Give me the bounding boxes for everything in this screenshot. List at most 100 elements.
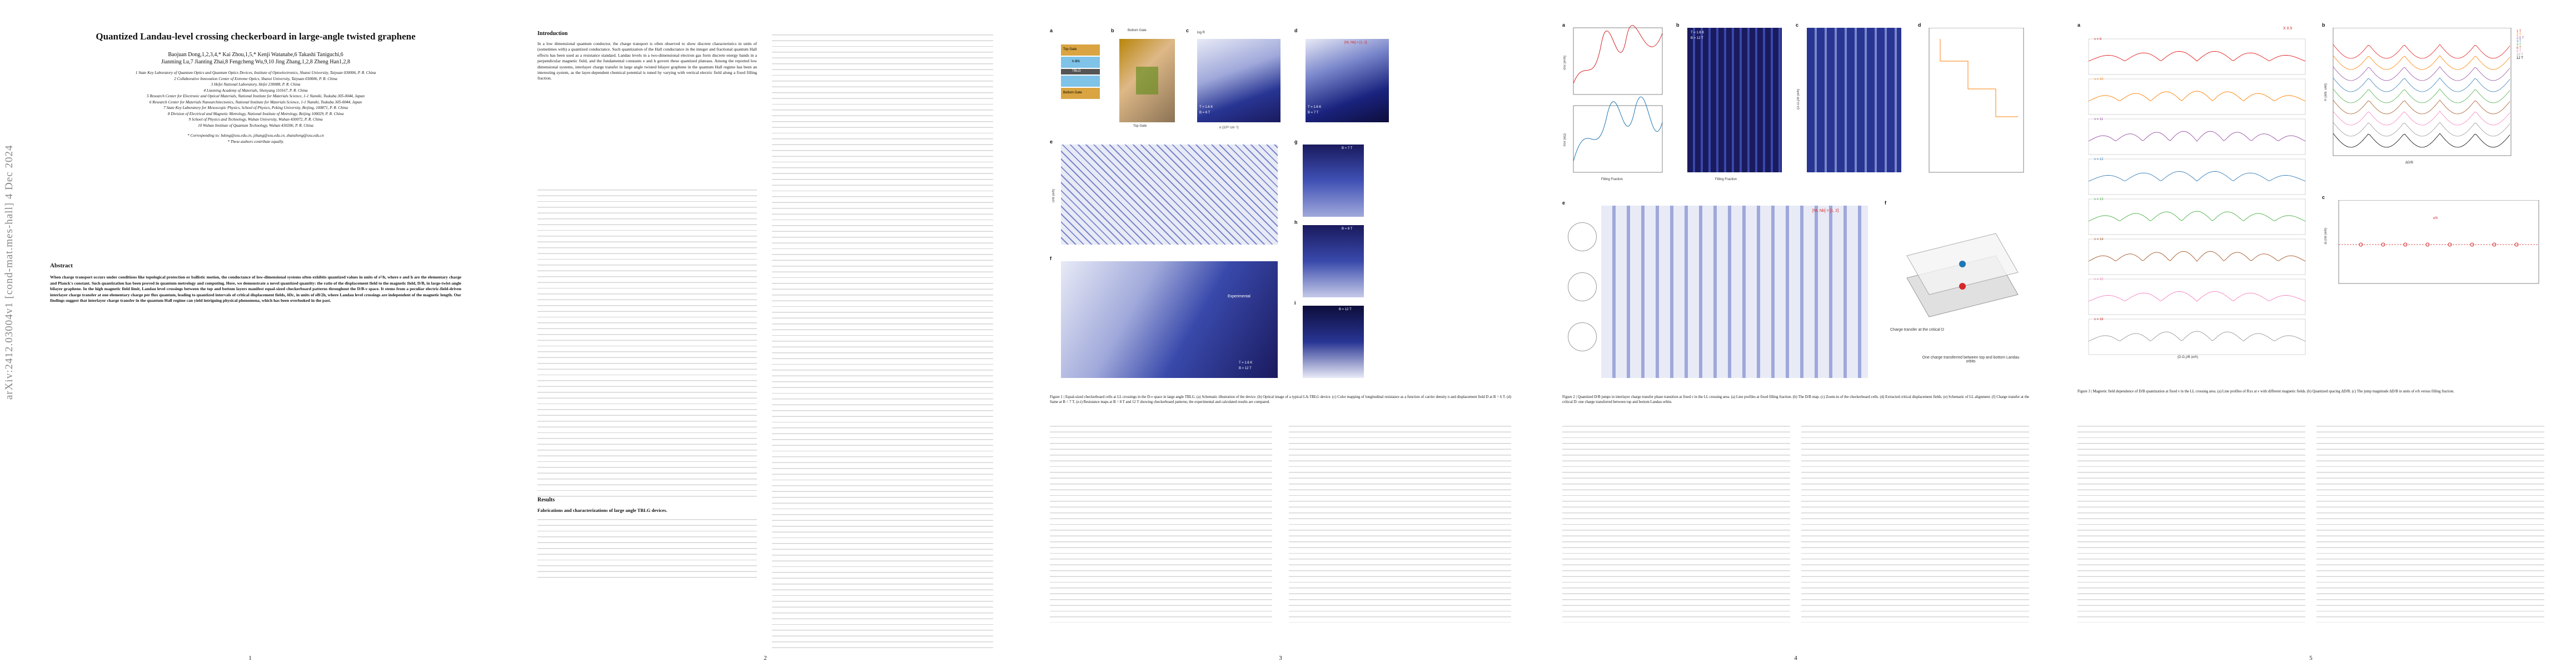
page-number: 4 — [1794, 655, 1797, 661]
field-curve — [2333, 55, 2510, 70]
fig2-panel-a: a Filling Fraction σxx (e²/h) Rxx (kΩ) — [1562, 22, 1668, 189]
affiliation: 5 Research Center for Electronic and Opt… — [147, 94, 365, 98]
right-column-text — [772, 31, 993, 648]
figure-3: a (D-D₀)/B (e/h) X 0.5 ν = 8 ν = 10 ν = … — [2077, 22, 2544, 378]
trace-line — [2088, 91, 2306, 102]
body-text-lines — [537, 186, 757, 497]
authors-line-2: Jianming Lu,7 Jianting Zhai,8 Fengcheng … — [161, 59, 350, 65]
body-text-lines — [537, 515, 757, 583]
trace-frame — [2088, 278, 2306, 315]
trace-frame — [2088, 78, 2306, 115]
fig1-panel-g: g B = 7 T h B = 8 T i B = 12 T — [1294, 139, 1367, 384]
trace-line — [2088, 51, 2306, 62]
body-text-lines — [1050, 422, 1272, 623]
fig1-panel-b: b Bottom Gate Top Gate — [1111, 28, 1178, 133]
db-map: T = 1.6 K B = 12 T — [1687, 28, 1782, 172]
affiliation: 9 School of Physics and Technology, Wuha… — [188, 117, 323, 122]
field-curve — [2333, 111, 2510, 126]
line-plot — [1573, 25, 1663, 173]
trace-line — [2088, 331, 2306, 342]
field-curve — [2333, 122, 2510, 137]
fig1-panel-a: a Top Gate h-BN TBLG Bottom Gate — [1050, 28, 1105, 133]
page-number: 2 — [764, 655, 767, 661]
page-3: a Top Gate h-BN TBLG Bottom Gate b Botto… — [1030, 0, 1531, 667]
trace-line — [2088, 131, 2306, 142]
critical-field-plot — [1929, 28, 2024, 173]
trace-line — [2088, 291, 2306, 302]
intro-column: Introduction In a low dimensional quantu… — [537, 31, 757, 86]
figure-3-caption: Figure 3 | Magnetic field dependence of … — [2077, 390, 2455, 394]
hbn-layer: h-BN — [1061, 57, 1100, 68]
trace-line — [2088, 171, 2306, 182]
fig2-panel-b: b T = 1.6 K B = 12 T Filling Fraction — [1676, 22, 1787, 189]
fig2-panel-f: f Charge transfer at the critical D One … — [1885, 200, 2029, 384]
figure-2: a Filling Fraction σxx (e²/h) Rxx (kΩ) b… — [1562, 22, 2029, 389]
equal-contribution-note: * These authors contribute equally. — [227, 139, 284, 144]
affiliations: 1 State Key Laboratory of Quantum Optics… — [50, 70, 461, 145]
trace-frame — [2088, 158, 2306, 195]
fig1-panel-f: f Experimental T = 1.6 K B = 12 T — [1050, 256, 1283, 384]
abstract-text: When charge transport occurs under condi… — [50, 275, 461, 303]
resistance-map-6T: T = 1.6 K B = 6 T — [1197, 39, 1280, 122]
corresponding-author: * Corresponding to: bdong@sxu.edu.cn, jz… — [187, 133, 324, 138]
field-curve — [2333, 99, 2510, 115]
paper-title: Quantized Landau-level crossing checkerb… — [96, 31, 416, 42]
author-list: Baojuan Dong,1,2,3,4,* Kai Zhou,1,5,* Ke… — [50, 51, 461, 66]
fig3-panel-b: b ΔD/B R (arb. unit) 1 T 2 T 2.5 T 3 T 4… — [2322, 22, 2544, 183]
checkerboard-map — [1061, 145, 1278, 245]
charge-transfer-schematic — [1906, 233, 2019, 317]
page-number: 5 — [2309, 655, 2313, 661]
optical-image — [1119, 39, 1175, 122]
fig1-panel-d: d [Nt, Nb] = [1, 2] T = 1.6 K B = 7 T — [1294, 28, 1394, 133]
tblg-layer: TBLG — [1061, 69, 1100, 74]
affiliation: 8 Division of Electrical and Magnetic Me… — [167, 111, 344, 116]
abstract-heading: Abstract — [50, 262, 73, 269]
map-7T: B = 7 T — [1303, 145, 1364, 217]
fig3-panel-c: c e/h Δ D/B (e/h) — [2322, 195, 2544, 306]
intro-heading: Introduction — [537, 31, 568, 37]
field-legend: 1 T 2 T 2.5 T 3 T 4 T 6 T 8 T 10 T 12 T — [2517, 30, 2524, 60]
orbit-inset — [1568, 222, 1597, 251]
top-gate-layer: Top Gate — [1061, 44, 1100, 56]
fig1-panel-c: c log R T = 1.6 K B = 6 T n (10¹² cm⁻²) — [1186, 28, 1286, 133]
affiliation: 7 State Key Laboratory for Mesoscopic Ph… — [163, 106, 348, 110]
fig3-panel-a: a (D-D₀)/B (e/h) X 0.5 ν = 8 ν = 10 ν = … — [2077, 22, 2311, 367]
body-text-lines — [1562, 422, 1790, 623]
trace-frame — [2088, 118, 2306, 155]
experimental-map: Experimental T = 1.6 K B = 12 T — [1061, 261, 1278, 378]
field-curve — [2333, 133, 2510, 148]
map-8T: B = 8 T — [1303, 225, 1364, 297]
resistance-map-7T: [Nt, Nb] = [1, 2] T = 1.6 K B = 7 T — [1306, 39, 1389, 122]
trace-frame — [2088, 238, 2306, 275]
orbit-inset — [1568, 322, 1597, 351]
ratio-plot — [2338, 200, 2539, 284]
page-4: a Filling Fraction σxx (e²/h) Rxx (kΩ) b… — [1546, 0, 2046, 667]
results-subheading: Fabrications and characterizations of la… — [537, 507, 667, 514]
orbit-inset — [1568, 272, 1597, 301]
page-number: 3 — [1279, 655, 1282, 661]
authors-line-1: Baojuan Dong,1,2,3,4,* Kai Zhou,1,5,* Ke… — [168, 52, 343, 58]
page-1: arXiv:2412.03004v1 [cond-mat.mes-hall] 4… — [0, 0, 500, 667]
body-text-lines — [1801, 422, 2029, 623]
field-curve — [2333, 77, 2510, 92]
checkerboard-zoom — [1807, 28, 1901, 172]
fig1-panel-e: e D/B (e/h) — [1050, 139, 1283, 250]
field-dependence-plot — [2333, 28, 2512, 156]
plot-frame — [2333, 28, 2512, 156]
hbn-layer — [1061, 76, 1100, 87]
affiliation: 6 Research Center for Materials Nanoarch… — [149, 99, 362, 104]
figure-1-caption: Figure 1 | Equal-sized checkerboard cell… — [1050, 395, 1511, 404]
affiliation: 4 Liaoning Academy of Materials, Shenyan… — [203, 88, 308, 93]
trace-frame — [2088, 38, 2306, 75]
affiliation: 1 State Key Laboratory of Quantum Optics… — [135, 71, 376, 75]
bottom-gate-layer: Bottom Gate — [1061, 88, 1100, 99]
body-text-lines — [2316, 422, 2544, 623]
left-column-text: Results Fabrications and characterizatio… — [537, 186, 757, 583]
stacked-traces — [2088, 38, 2306, 355]
trace-frame — [2088, 318, 2306, 355]
fig2-panel-d: d — [1918, 22, 2029, 189]
results-heading: Results — [537, 497, 555, 503]
figure-1: a Top Gate h-BN TBLG Bottom Gate b Botto… — [1050, 28, 1511, 472]
trace-line — [2088, 211, 2306, 222]
trace-frame — [2088, 198, 2306, 235]
